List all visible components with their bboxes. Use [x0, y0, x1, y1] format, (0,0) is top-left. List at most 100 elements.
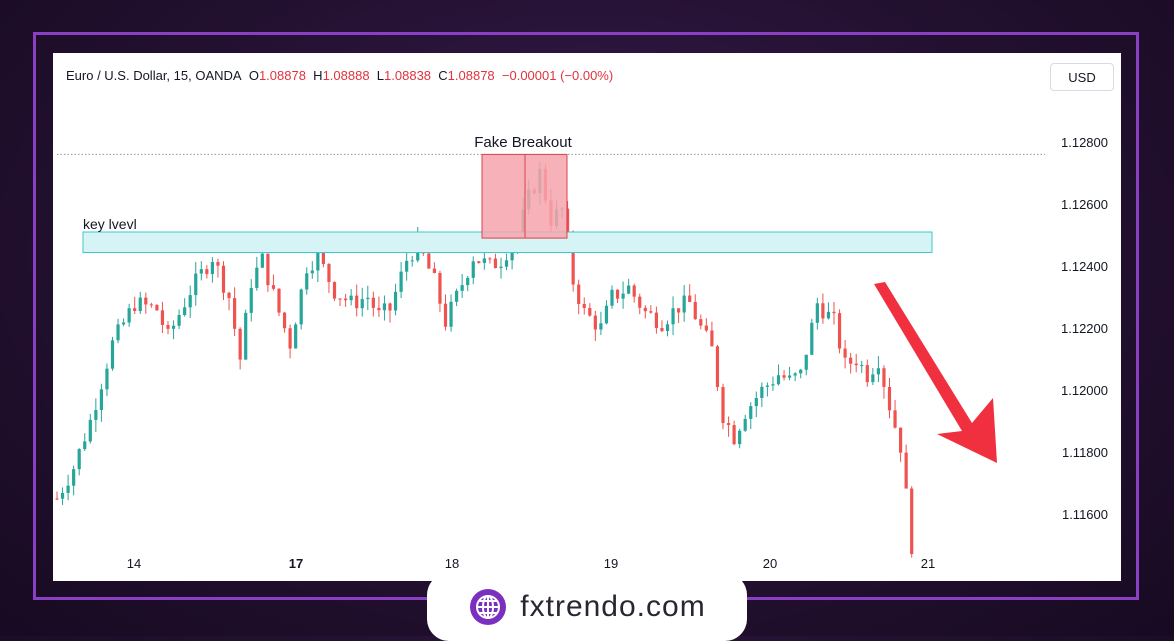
candle-body: [205, 269, 209, 275]
candle-body: [571, 237, 575, 285]
candle-body: [427, 253, 431, 269]
candle-body: [904, 452, 908, 489]
candle-body: [621, 293, 625, 299]
candle-body: [388, 303, 392, 311]
candle-body: [277, 288, 281, 313]
candle-body: [837, 313, 842, 349]
y-axis: 1.12800 1.12600 1.12400 1.12200 1.12000 1.118…: [1061, 135, 1108, 522]
candle-body: [249, 287, 253, 313]
candle-body: [726, 423, 731, 426]
candle-body: [233, 298, 237, 329]
candle-body: [627, 285, 631, 294]
candle-body: [332, 282, 337, 299]
candle-body: [804, 354, 808, 370]
down-arrow: [874, 282, 997, 463]
candle-body: [799, 369, 803, 374]
candle-body: [216, 261, 220, 266]
candle-body: [566, 208, 570, 238]
y-tick-label: 1.11600: [1062, 507, 1108, 522]
candle-body: [360, 299, 364, 309]
candle-body: [610, 289, 614, 306]
fake-breakout-label: Fake Breakout: [474, 134, 572, 151]
candle-body: [760, 386, 764, 398]
y-tick-label: 1.12800: [1061, 135, 1108, 150]
candle-body: [493, 258, 498, 269]
candle-body: [732, 425, 736, 445]
candle-body: [94, 409, 98, 420]
candle-body: [671, 308, 675, 325]
candle-body: [327, 264, 331, 283]
y-tick-label: 1.12400: [1061, 259, 1108, 274]
candle-body: [893, 410, 897, 428]
candle-body: [599, 323, 603, 330]
chart-panel: [53, 53, 1121, 581]
y-tick-label: 1.12000: [1061, 383, 1108, 398]
candle-body: [266, 253, 270, 286]
candle-body: [166, 324, 170, 329]
candle-body: [410, 260, 414, 262]
candle-body: [460, 285, 464, 291]
candle-body: [688, 295, 692, 302]
currency-button[interactable]: USD: [1050, 63, 1114, 91]
candle-body: [83, 441, 87, 450]
candle-body: [288, 328, 292, 349]
close-label: C: [438, 68, 448, 83]
candle-body: [715, 346, 720, 387]
candle-body: [654, 312, 658, 328]
x-tick-label: 14: [127, 556, 141, 571]
candle-body: [366, 297, 370, 300]
candle-body: [344, 298, 348, 301]
candle-body: [865, 365, 869, 383]
candle-body: [588, 307, 592, 316]
candle-body: [815, 303, 819, 323]
candle-body: [221, 265, 226, 293]
candle-body: [638, 296, 642, 308]
candle-body: [449, 301, 453, 327]
candle-body: [649, 311, 653, 313]
candle-body: [582, 303, 586, 308]
candle-body: [765, 385, 769, 387]
candle-body: [749, 406, 753, 419]
candle-body: [854, 363, 858, 366]
candle-body: [482, 258, 486, 263]
candle-body: [127, 308, 131, 323]
candle-body: [665, 324, 670, 332]
candle-body: [849, 357, 853, 364]
candle-body: [910, 488, 914, 554]
candle-body: [382, 303, 387, 311]
candle-body: [149, 304, 153, 306]
x-axis: 14 17 18 19 20 21: [127, 556, 935, 571]
change-value: −0.00001 (−0.00%): [501, 68, 614, 83]
y-tick-label: 1.12600: [1061, 197, 1108, 212]
candle-body: [299, 289, 303, 325]
high-value: 1.08888: [322, 68, 370, 83]
candle-body: [615, 289, 620, 299]
candle-body: [77, 449, 81, 470]
candle-body: [316, 252, 320, 271]
candle-body: [899, 427, 903, 453]
ohlc-legend: Euro / U.S. Dollar, 15, OANDA O1.08878 H…: [66, 68, 613, 83]
candle-body: [771, 384, 775, 386]
candle-body: [405, 260, 409, 272]
candle-body: [466, 277, 470, 286]
candle-body: [88, 419, 92, 442]
candle-body: [843, 348, 847, 358]
candle-body: [177, 314, 181, 326]
candle-body: [593, 315, 597, 330]
x-tick-label: 19: [604, 556, 618, 571]
candle-body: [199, 269, 203, 274]
candle-body: [210, 261, 214, 275]
symbol-label: Euro / U.S. Dollar, 15, OANDA: [66, 68, 242, 83]
candle-body: [99, 389, 103, 410]
candle-body: [754, 397, 758, 407]
candle-body: [432, 268, 436, 273]
candle-body: [294, 324, 298, 349]
candle-body: [876, 368, 880, 375]
close-value: 1.08878: [447, 68, 495, 83]
candle-body: [393, 291, 398, 311]
candle-body: [504, 260, 509, 267]
candle-body: [183, 307, 187, 315]
candle-body: [604, 305, 609, 324]
candle-body: [510, 246, 514, 261]
candle-body: [282, 312, 287, 329]
